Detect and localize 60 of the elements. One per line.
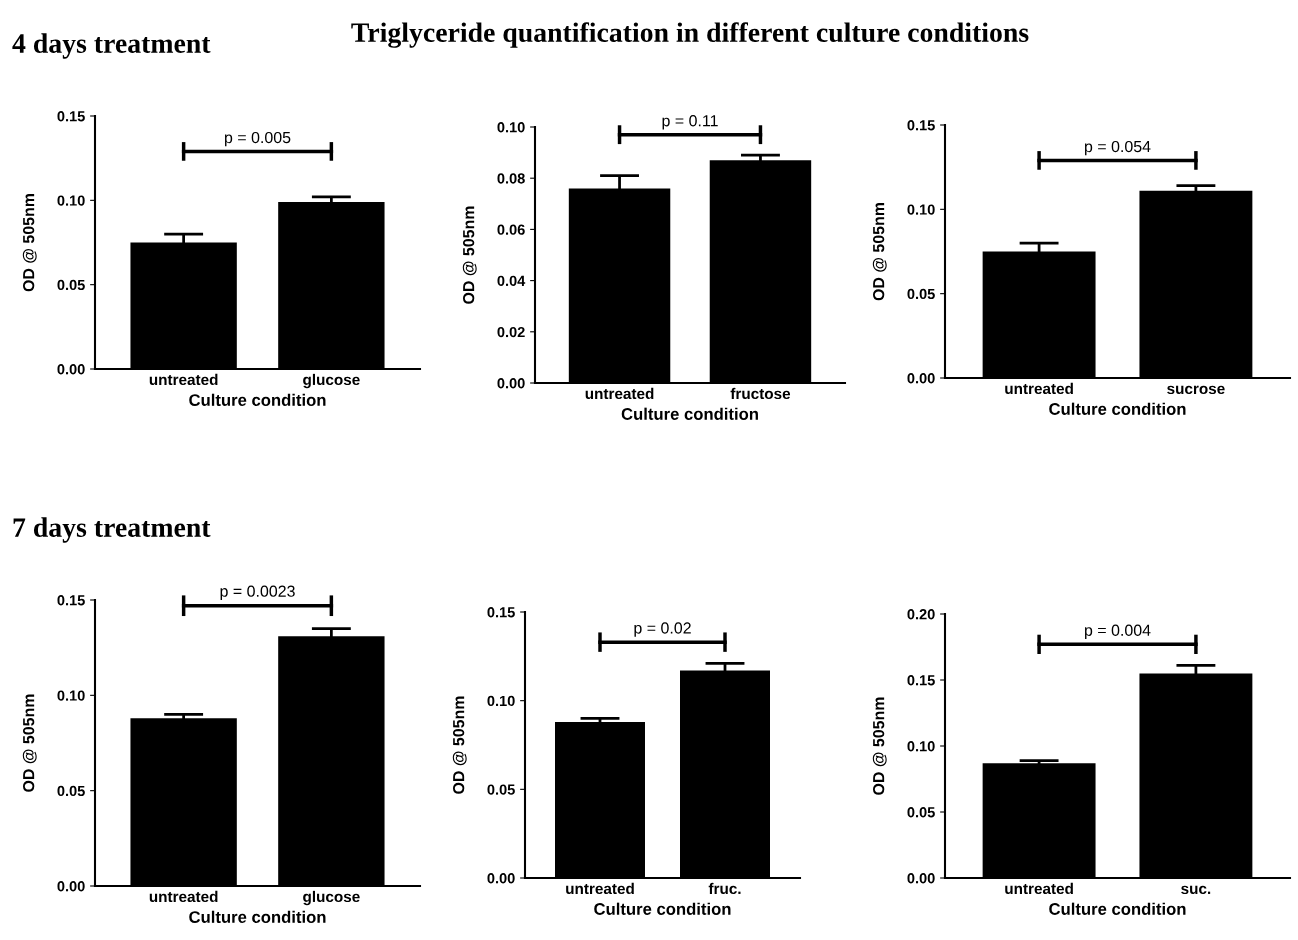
x-tick-label: glucose bbox=[303, 890, 360, 906]
annotation: p = 0.004 bbox=[1085, 624, 1151, 640]
x-tick-label: untreated bbox=[585, 387, 654, 400]
y-axis-title: OD @ 505nm bbox=[872, 697, 887, 795]
y-tick-label: 0.05 bbox=[907, 807, 935, 818]
x-axis-title: Culture condition bbox=[594, 902, 731, 915]
x-tick-label: untreated bbox=[1005, 382, 1073, 395]
y-tick-label: 0.08 bbox=[497, 173, 525, 184]
annotation: p = 0.054 bbox=[1085, 140, 1151, 156]
x-tick-label: fructose bbox=[730, 387, 791, 400]
annotation: p = 0.02 bbox=[634, 622, 691, 637]
y-tick-label: 0.10 bbox=[57, 195, 85, 206]
y-axis-title: OD @ 505nm bbox=[872, 202, 887, 301]
y-tick-label: 0.05 bbox=[907, 288, 935, 300]
y-axis-title: OD @ 505nm bbox=[22, 694, 37, 792]
y-axis-title: OD @ 505nm bbox=[22, 193, 37, 292]
y-tick-label: 0.10 bbox=[57, 690, 85, 701]
y-tick-label: 0.10 bbox=[497, 122, 525, 133]
annotation: p = 0.005 bbox=[225, 131, 291, 147]
y-tick-label: 0.15 bbox=[907, 120, 935, 131]
y-tick-label: 0.02 bbox=[497, 326, 525, 338]
y-tick-label: 0.15 bbox=[57, 595, 85, 606]
y-tick-label: 0.10 bbox=[487, 695, 515, 707]
x-axis-title: Culture condition bbox=[189, 393, 326, 406]
x-tick-label: glucose bbox=[303, 373, 360, 389]
y-tick-label: 0.05 bbox=[57, 785, 85, 797]
chart-subtitle: 4 days treatment bbox=[12, 33, 211, 59]
x-tick-label: untreated bbox=[1005, 882, 1073, 895]
y-tick-label: 0.00 bbox=[57, 364, 85, 375]
x-axis-title: Culture condition bbox=[1049, 402, 1186, 415]
y-axis-title: OD @ 505nm bbox=[462, 206, 477, 304]
y-tick-label: 0.04 bbox=[497, 275, 526, 287]
x-tick-label: suc. bbox=[1181, 885, 1211, 895]
y-tick-label: 0.06 bbox=[497, 224, 525, 235]
y-tick-label: 0.10 bbox=[907, 741, 935, 752]
x-tick-label: untreated bbox=[566, 882, 634, 895]
y-tick-label: 0.00 bbox=[57, 881, 85, 892]
x-axis-title: Culture condition bbox=[189, 910, 326, 923]
x-axis-title: Culture condition bbox=[1049, 902, 1186, 915]
x-tick-label: sucrose bbox=[1167, 385, 1225, 395]
chart-title: Triglyceride quantification in different culture conditions bbox=[351, 22, 1029, 48]
y-tick-label: 0.15 bbox=[907, 675, 935, 686]
y-tick-label: 0.15 bbox=[57, 111, 85, 122]
y-tick-label: 0.05 bbox=[487, 784, 515, 795]
y-tick-label: 0.05 bbox=[57, 279, 85, 291]
x-tick-label: untreated bbox=[149, 373, 218, 386]
y-tick-label: 0.00 bbox=[487, 873, 515, 884]
annotation: p = 0.0023 bbox=[220, 585, 295, 600]
y-tick-label: 0.00 bbox=[497, 378, 525, 389]
y-tick-label: 0.20 bbox=[907, 609, 935, 620]
x-axis-title: Culture condition bbox=[621, 407, 758, 420]
x-tick-label: untreated bbox=[149, 890, 218, 903]
y-tick-label: 0.00 bbox=[907, 373, 935, 384]
y-tick-label: 0.10 bbox=[907, 204, 935, 215]
x-tick-label: fruc. bbox=[708, 882, 741, 895]
y-tick-label: 0.15 bbox=[487, 607, 515, 618]
y-tick-label: 0.00 bbox=[907, 873, 935, 884]
chart-subtitle: 7 days treatment bbox=[13, 517, 211, 543]
annotation: p = 0.11 bbox=[662, 115, 718, 130]
y-axis-title: OD @ 505nm bbox=[452, 696, 467, 794]
